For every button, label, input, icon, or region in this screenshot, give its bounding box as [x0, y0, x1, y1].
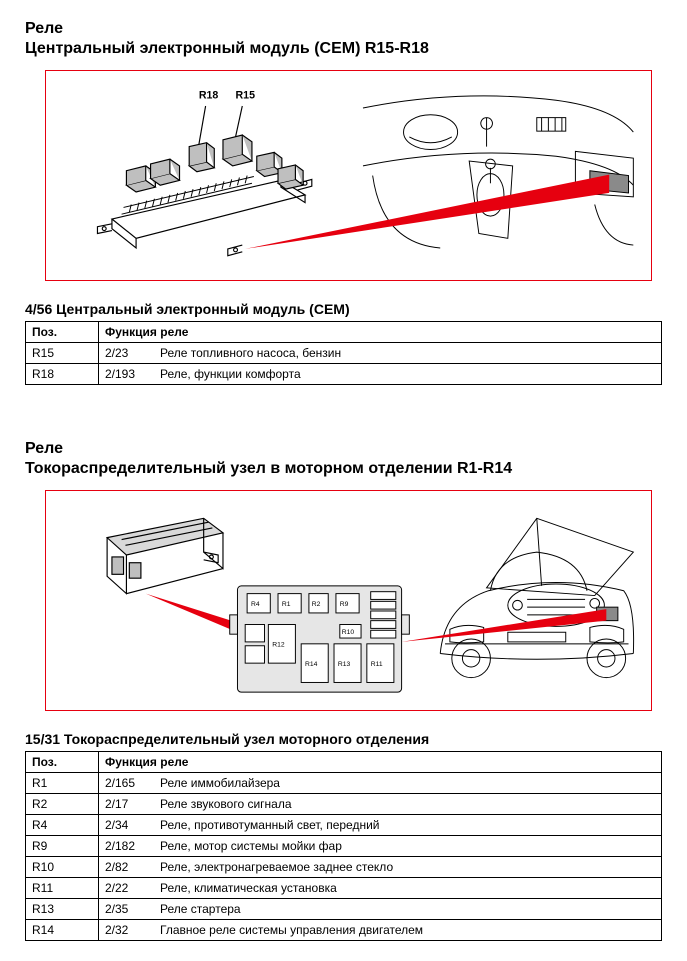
- table-engine: Поз. Функция реле R12/165Реле иммобилайз…: [25, 751, 662, 941]
- section1-title: Реле: [25, 20, 662, 38]
- lbl-r9: R9: [340, 601, 349, 608]
- table-row: R102/82Реле, электронагреваемое заднее с…: [26, 856, 662, 877]
- table-row: R92/182Реле, мотор системы мойки фар: [26, 835, 662, 856]
- lbl-r4: R4: [251, 601, 260, 608]
- table-row: R15 2/23Реле топливного насоса, бензин: [26, 343, 662, 364]
- cem-svg: R18 R15: [54, 79, 643, 272]
- lbl-r12: R12: [272, 642, 285, 649]
- table-row: R18 2/193Реле, функции комфорта: [26, 364, 662, 385]
- table-cem: Поз. Функция реле R15 2/23Реле топливног…: [25, 321, 662, 385]
- cell-pos: R18: [26, 364, 99, 385]
- engine-svg: R4 R1 R2 R9 R12 R10 R14 R13 R11: [54, 499, 643, 702]
- diagram-engine: R4 R1 R2 R9 R12 R10 R14 R13 R11: [45, 490, 652, 711]
- lbl-r1: R1: [282, 601, 291, 608]
- lbl-r13: R13: [338, 661, 351, 668]
- cell-pos: R15: [26, 343, 99, 364]
- table-row: R22/17Реле звукового сигнала: [26, 793, 662, 814]
- th-pos: Поз.: [26, 322, 99, 343]
- label-r15: R15: [236, 89, 256, 101]
- section2-subtitle: Токораспределительный узел в моторном от…: [25, 460, 662, 478]
- cell-func: 2/193Реле, функции комфорта: [99, 364, 662, 385]
- lbl-r14: R14: [305, 661, 318, 668]
- section1-subtitle: Центральный электронный модуль (CEM) R15…: [25, 40, 662, 58]
- table1-caption: 4/56 Центральный электронный модуль (CEM…: [25, 301, 662, 317]
- lbl-r11: R11: [371, 661, 383, 668]
- lbl-r10: R10: [342, 629, 355, 636]
- section2-title: Реле: [25, 440, 662, 458]
- pointer-arrow-2b: [402, 609, 607, 642]
- th-func: Функция реле: [99, 322, 662, 343]
- th-func: Функция реле: [99, 751, 662, 772]
- diagram-cem: R18 R15: [45, 70, 652, 281]
- table-row: R12/165Реле иммобилайзера: [26, 772, 662, 793]
- section-2: Реле Токораспределительный узел в моторн…: [25, 440, 662, 941]
- pointer-arrow-2a: [146, 594, 238, 633]
- cell-func: 2/23Реле топливного насоса, бензин: [99, 343, 662, 364]
- table-row: R112/22Реле, климатическая установка: [26, 877, 662, 898]
- lbl-r2: R2: [312, 601, 321, 608]
- section-1: Реле Центральный электронный модуль (CEM…: [25, 20, 662, 385]
- table2-caption: 15/31 Токораспределительный узел моторно…: [25, 731, 662, 747]
- th-pos: Поз.: [26, 751, 99, 772]
- table-row: R132/35Реле стартера: [26, 898, 662, 919]
- table-row: R42/34Реле, противотуманный свет, передн…: [26, 814, 662, 835]
- table-row: R142/32Главное реле системы управления д…: [26, 919, 662, 940]
- label-r18: R18: [199, 89, 219, 101]
